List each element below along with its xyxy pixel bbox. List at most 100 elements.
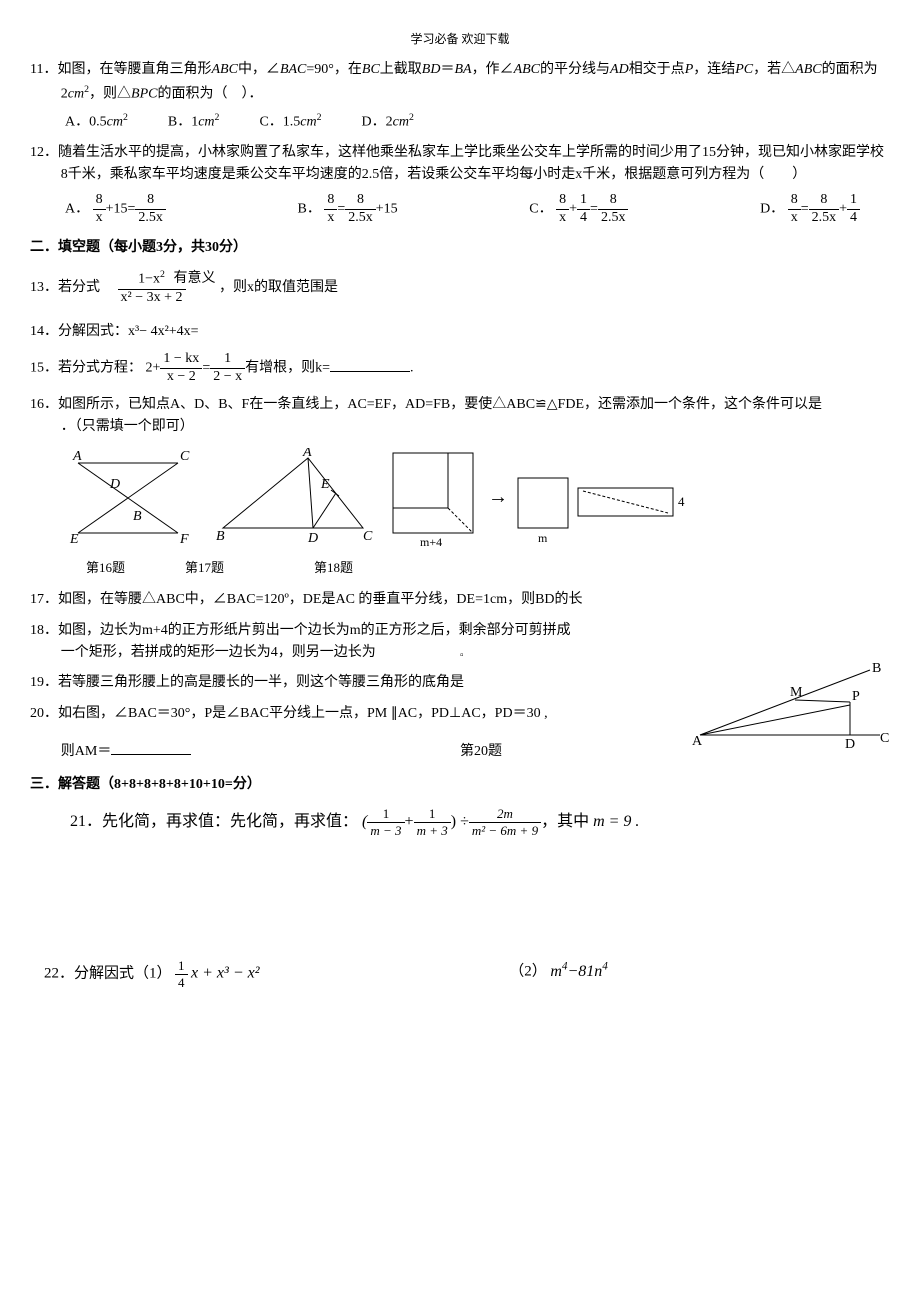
t: 有增根，则k= (245, 361, 330, 376)
bd: BD (422, 62, 441, 77)
q-num: 19． (30, 675, 58, 690)
opt-b: B．1cm2 (168, 110, 220, 134)
sq: 2 (123, 112, 128, 123)
two: 2+ (146, 361, 161, 376)
lbl-a: A (302, 448, 312, 460)
section-3-title: 三．解答题（8+8+8+8+8+10+10=分） (30, 774, 890, 796)
question-19: 19．若等腰三角形腰上的高是腰长的一半，则这个等腰三角形的底角是 (30, 672, 890, 694)
l: C． (529, 202, 552, 217)
n: 1 (367, 806, 404, 823)
opt-c: C．1.5cm2 (259, 110, 321, 134)
figure-16: A C D B E F (58, 448, 198, 548)
line2: 8千米，乘私家车平均速度是乘公交车平均速度的2.5倍，若设乘公交车平均每小时走x… (30, 164, 890, 186)
line2: ．（只需填一个即可） (30, 416, 890, 438)
t: 2 (61, 86, 68, 101)
question-17: 17．如图，在等腰△ABC中，∠BAC=120º，DE是AC 的垂直平分线，DE… (30, 589, 890, 611)
d: m − 3 (367, 823, 404, 839)
pc: PC (735, 62, 753, 77)
n: 1−x2有意义 (118, 269, 186, 289)
n: 8 (809, 192, 840, 210)
op: + (569, 202, 577, 217)
sq: 2 (215, 112, 220, 123)
d: 4 (577, 210, 590, 227)
question-13: 13．若分式 1−x2有意义 x² − 3x + 2 ，则x的取值范围是 (30, 269, 890, 306)
lbl-c: C (180, 449, 190, 464)
t: ，其中 (541, 813, 593, 830)
n: 8 (135, 192, 166, 210)
t: ，则x的取值范围是 (219, 280, 338, 295)
n: 1 (414, 806, 451, 823)
t: 分解因式（1） (74, 965, 172, 981)
sq: 4 (602, 960, 608, 972)
op: +15 (376, 202, 398, 217)
n: 8 (345, 192, 376, 210)
eq: = (202, 361, 210, 376)
header-note: 学习必备 欢迎下载 (30, 30, 890, 49)
t: 如右图，∠BAC＝30°，P是∠BAC平分线上一点，PM ∥AC，PD⊥AC，P… (58, 706, 548, 721)
t: ，连结 (693, 62, 735, 77)
n: 1 − kx (160, 351, 202, 369)
figure-18: m+4 → m 4 (388, 448, 688, 548)
t: =90°，在 (306, 62, 362, 77)
m: m (550, 963, 562, 980)
figures-row: A C D B E F A B C D E m+4 → m 4 (30, 448, 890, 548)
minus: −81 (567, 963, 594, 980)
d: x (788, 210, 801, 227)
abc2: ABC (514, 62, 540, 77)
p: P (685, 62, 694, 77)
opt-b: B． 8x=82.5x+15 (298, 192, 398, 227)
t: 先化简，再求值：先化简，再求值： (102, 813, 358, 830)
question-14: 14．分解因式：x³− 4x²+4x= (30, 321, 890, 343)
ba: BA (454, 62, 471, 77)
t: ，作∠ (472, 62, 514, 77)
meq: m = 9 . (593, 813, 639, 830)
q-num: 12． (30, 145, 58, 160)
t: 如图，在等腰直角三角形 (57, 62, 211, 77)
d: 2 − x (210, 369, 245, 386)
bac: BAC (280, 62, 306, 77)
figure-17: A B C D E (208, 448, 378, 548)
fig17-label: 第17题 (185, 558, 224, 579)
d: 4 (175, 975, 188, 991)
op: = (337, 202, 345, 217)
lbl-d: D (307, 531, 318, 546)
t: ，则△ (89, 86, 131, 101)
d: m² − 6m + 9 (469, 823, 541, 839)
q-num: 17． (30, 592, 58, 607)
n: 1 (577, 192, 590, 210)
l: C．1.5 (259, 114, 300, 129)
lbl-c: C (363, 529, 373, 544)
q-num: 22． (44, 965, 74, 981)
t: 分解因式：x³− 4x²+4x= (58, 324, 199, 339)
t: 的面积为 (822, 62, 878, 77)
q-num: 13． (30, 280, 58, 295)
d: 2.5x (809, 210, 840, 227)
d: x − 2 (160, 369, 202, 386)
lbl-m: m (538, 531, 548, 545)
sq: 2 (409, 112, 414, 123)
d: m + 3 (414, 823, 451, 839)
figure-labels: 第16题 第17题 第18题 (30, 558, 890, 579)
section-2-title: 二．填空题（每小题3分，共30分） (30, 237, 890, 259)
n: 1 (847, 192, 860, 210)
center-mark: ▫ (460, 648, 464, 664)
opt-a: A． 8x+15=82.5x (65, 192, 166, 227)
d: 2.5x (598, 210, 629, 227)
n: 8 (556, 192, 569, 210)
lbl-e: E (69, 532, 79, 547)
n: 8 (598, 192, 629, 210)
op: = (801, 202, 809, 217)
opt-d: D．2cm2 (362, 110, 414, 134)
question-12: 12．随着生活水平的提高，小林家购置了私家车，这样他乘坐私家车上学比乘坐公交车上… (30, 142, 890, 227)
q-num: 18． (30, 623, 58, 638)
question-20: 20．如右图，∠BAC＝30°，P是∠BAC平分线上一点，PM ∥AC，PD⊥A… (30, 703, 890, 764)
ad: AD (610, 62, 629, 77)
rp: ) ÷ (451, 813, 469, 830)
t: 则AM＝ (61, 744, 112, 759)
blank (111, 741, 191, 755)
q-num: 21． (70, 813, 102, 830)
d: x (324, 210, 337, 227)
fig-label: 第20题 (460, 741, 502, 763)
n: 2m (469, 806, 541, 823)
dot: . (410, 361, 414, 376)
